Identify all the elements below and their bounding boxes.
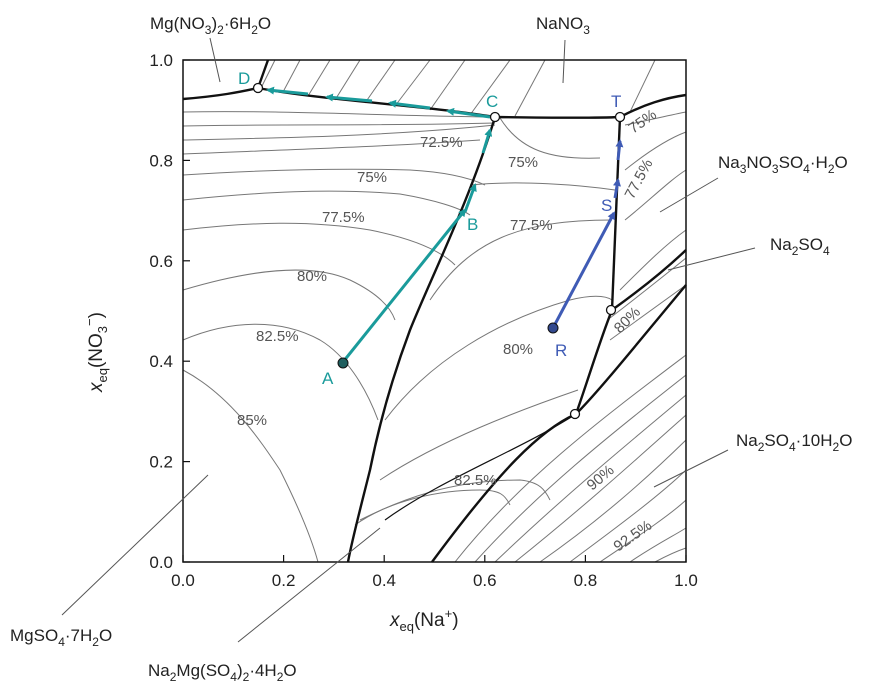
rh-label: 82.5% [256, 328, 299, 345]
path-teal [266, 86, 493, 363]
y-tick-label: 1.0 [149, 51, 173, 70]
rh-label: 90% [584, 462, 618, 494]
point-c-label: C [486, 92, 498, 111]
x-ticks: 0.0 0.2 0.4 0.6 0.8 1.0 [171, 555, 698, 590]
point-c-marker [489, 111, 501, 123]
rh-label: 77.5% [622, 156, 657, 202]
rh-label: 85% [237, 412, 267, 429]
phase-label-na3no3so4: Na3NO3SO4·H2O [718, 153, 848, 176]
x-tick-label: 0.6 [473, 571, 497, 590]
x-tick-label: 0.4 [372, 571, 396, 590]
y-tick-label: 0.0 [149, 553, 173, 572]
point-a-marker [337, 357, 349, 369]
x-tick-label: 0.8 [574, 571, 598, 590]
path-blue [551, 139, 624, 329]
phase-label-mgno3: Mg(NO3)2·6H2O [150, 14, 271, 37]
phase-label-mgso4: MgSO4·7H2O [10, 626, 112, 649]
rh-label: 72.5% [420, 134, 463, 151]
phase-label-na2so4-10h2o: Na2SO4·10H2O [736, 431, 852, 454]
point-d-marker [252, 82, 264, 94]
eutonic-point-1 [605, 304, 617, 316]
rh-label: 80% [503, 341, 533, 358]
x-tick-label: 0.2 [272, 571, 296, 590]
point-s-label: S [601, 196, 612, 215]
rh-label: 77.5% [322, 209, 365, 226]
y-tick-label: 0.4 [149, 352, 173, 371]
rh-label: 82.5% [454, 472, 497, 489]
x-tick-label: 0.0 [171, 571, 195, 590]
y-tick-label: 0.2 [149, 453, 173, 472]
phase-label-bloedite: Na2Mg(SO4)2·4H2O [148, 661, 297, 684]
rh-label: 75% [508, 154, 538, 171]
point-d-label: D [238, 69, 250, 88]
y-ticks: 0.0 0.2 0.4 0.6 0.8 1.0 [149, 51, 190, 572]
point-t-label: T [611, 92, 621, 111]
point-r-marker [547, 322, 559, 334]
x-tick-label: 1.0 [674, 571, 698, 590]
phase-label-na2so4: Na2SO4 [770, 235, 830, 258]
y-tick-label: 0.8 [149, 151, 173, 170]
y-tick-label: 0.6 [149, 252, 173, 271]
phase-label-nano3: NaNO3 [536, 14, 590, 37]
rh-label: 80% [297, 268, 327, 285]
rh-label: 92.5% [611, 517, 656, 555]
plot-frame [182, 59, 687, 563]
leader-lines [61, 37, 756, 643]
rh-label: 77.5% [510, 217, 553, 234]
point-b-label: B [467, 215, 478, 234]
eutonic-point-2 [569, 408, 581, 420]
point-r-label: R [555, 341, 567, 360]
point-t-marker [614, 111, 626, 123]
rh-label: 75% [357, 169, 387, 186]
y-axis-label: xeq(NO3−) [82, 312, 110, 393]
x-axis-label: xeq(Na+) [389, 606, 459, 634]
point-a-label: A [322, 369, 334, 388]
